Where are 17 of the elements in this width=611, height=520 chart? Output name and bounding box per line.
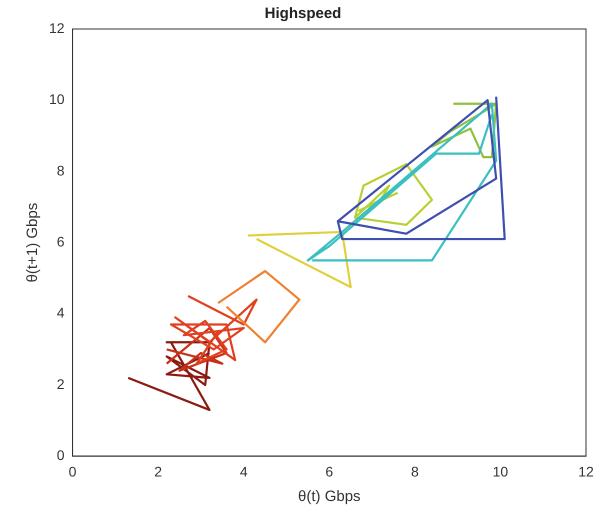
y-tick-label: 6 xyxy=(56,233,65,250)
x-tick-label: 8 xyxy=(410,463,419,480)
x-tick-label: 12 xyxy=(578,463,594,480)
y-tick-label: 0 xyxy=(56,447,65,464)
x-tick-label: 0 xyxy=(68,463,77,480)
x-tick-label: 2 xyxy=(154,463,162,480)
y-tick-label: 10 xyxy=(48,91,65,108)
x-tick-label: 6 xyxy=(325,463,334,480)
x-tick-label: 4 xyxy=(240,463,248,480)
y-axis-title: θ(t+1) Gbps xyxy=(24,202,42,282)
y-tick-label: 4 xyxy=(56,304,65,321)
x-tick-label: 10 xyxy=(492,463,508,480)
y-tick-label: 2 xyxy=(56,376,65,392)
chart-title: Highspeed xyxy=(264,5,342,22)
x-axis-title: θ(t) Gbps xyxy=(298,488,361,506)
y-tick-label: 12 xyxy=(48,20,65,36)
y-tick-label: 8 xyxy=(56,162,65,178)
